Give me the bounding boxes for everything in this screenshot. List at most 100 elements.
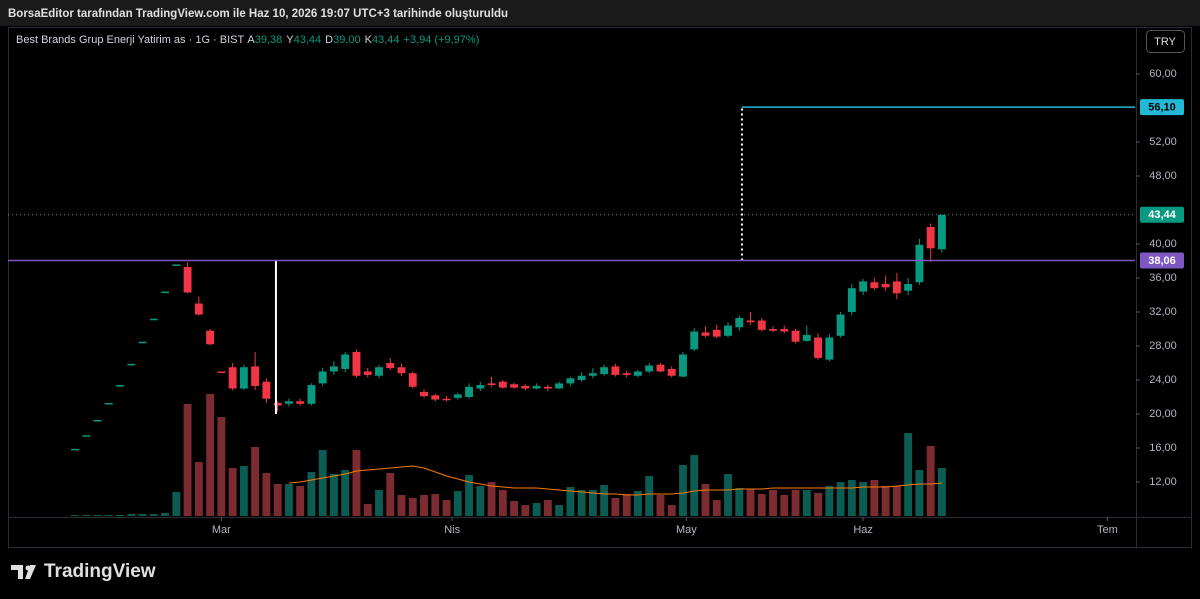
volume-bar xyxy=(104,515,113,516)
currency-label[interactable]: TRY xyxy=(1154,36,1176,48)
volume-bar xyxy=(476,486,485,516)
volume-bar xyxy=(307,472,316,516)
volume-bar xyxy=(543,500,552,516)
candle-body xyxy=(217,371,226,373)
volume-bar xyxy=(937,468,946,516)
volume-bar xyxy=(780,495,789,516)
candle-body xyxy=(543,386,552,389)
candle-body xyxy=(746,320,755,323)
candle-body xyxy=(104,402,113,405)
volume-bar xyxy=(498,490,507,516)
y-tick-label: 20,00 xyxy=(1149,408,1177,420)
candle-body xyxy=(859,281,868,292)
candle-body xyxy=(408,373,417,387)
y-tick-label: 52,00 xyxy=(1149,136,1177,148)
candle-body xyxy=(679,354,687,377)
currency-button[interactable] xyxy=(1146,30,1185,53)
volume-bar xyxy=(82,515,91,516)
ohlc-value: 43,44 xyxy=(372,34,400,46)
candle-body xyxy=(194,303,203,315)
candle-body xyxy=(735,317,744,328)
candle-body xyxy=(633,371,642,376)
candle-body xyxy=(363,371,372,375)
y-tick-label: 32,00 xyxy=(1149,306,1177,318)
volume-bar xyxy=(577,490,586,516)
volume-bar xyxy=(791,490,800,516)
volume-bar xyxy=(71,515,79,516)
volume-bar xyxy=(284,484,293,516)
volume-bar xyxy=(375,490,383,516)
volume-bar xyxy=(566,487,575,516)
volume-bar xyxy=(172,492,181,516)
ohlc-key: A xyxy=(247,34,255,46)
candle-body xyxy=(82,435,91,437)
volume-bar xyxy=(239,466,248,516)
price-tag-label: 56,10 xyxy=(1148,102,1176,114)
tradingview-logo: TradingView xyxy=(11,561,156,582)
volume-bar xyxy=(273,484,282,516)
candle-body xyxy=(239,367,248,389)
top-bar xyxy=(0,0,1200,26)
candle-body xyxy=(183,266,192,293)
price-tag xyxy=(1140,99,1184,116)
candle-body xyxy=(926,226,935,249)
candle-body xyxy=(712,329,721,337)
y-tick-label: 12,00 xyxy=(1149,476,1177,488)
volume-bar xyxy=(487,482,496,516)
volume-bar xyxy=(588,490,597,516)
candle-body xyxy=(521,385,530,389)
x-tick-label: May xyxy=(676,524,697,536)
y-tick-label: 48,00 xyxy=(1149,170,1177,182)
candle-body xyxy=(814,337,823,358)
candle-body xyxy=(341,354,350,369)
change-value: +3,94 (+9,97%) xyxy=(404,34,480,46)
candle-body xyxy=(127,363,136,366)
chart-frame xyxy=(8,27,1192,548)
ohlc-value: 39,38 xyxy=(255,34,283,46)
volume-bar xyxy=(701,484,710,516)
candle-body xyxy=(93,419,102,422)
volume-ma-line xyxy=(288,465,942,496)
candle-body xyxy=(352,351,361,376)
candle-body xyxy=(600,367,609,375)
candle-body xyxy=(262,381,271,399)
candle-body xyxy=(847,288,856,312)
volume-bar xyxy=(521,505,530,516)
volume-bar xyxy=(690,455,699,516)
candle-body xyxy=(498,381,507,388)
volume-bar xyxy=(735,488,744,516)
volume-bar xyxy=(341,470,350,516)
volume-bar xyxy=(318,450,327,516)
volume-bar xyxy=(881,486,890,516)
candle-body xyxy=(420,391,428,397)
volume-bar xyxy=(769,490,777,516)
candle-body xyxy=(690,331,699,350)
candle-body xyxy=(667,368,676,376)
volume-bar xyxy=(251,447,260,516)
volume-bar xyxy=(330,474,338,516)
candle-body xyxy=(116,385,124,387)
candle-body xyxy=(228,367,237,389)
candle-body xyxy=(892,281,901,294)
candle-body xyxy=(375,367,383,376)
volume-bar xyxy=(93,515,102,516)
volume-bar xyxy=(847,480,856,516)
candle-body xyxy=(622,373,631,375)
volume-bar xyxy=(836,482,845,516)
x-tick-label: Haz xyxy=(853,524,873,536)
candle-body xyxy=(330,366,338,372)
ohlc-key: D xyxy=(325,34,333,46)
symbol-legend: Best Brands Grup Enerji Yatirim as · 1G … xyxy=(16,34,479,46)
volume-bar xyxy=(825,486,834,516)
candle-body xyxy=(397,367,406,374)
top-bar-title: BorsaEditor tarafından TradingView.com i… xyxy=(8,8,508,20)
candle-body xyxy=(937,214,946,250)
candle-body xyxy=(611,366,620,375)
volume-bar xyxy=(915,470,924,516)
volume-bar xyxy=(600,485,609,516)
candle-body xyxy=(161,291,169,294)
y-tick-label: 16,00 xyxy=(1149,442,1177,454)
volume-bar xyxy=(206,394,215,516)
ohlc-value: 39,00 xyxy=(333,34,361,46)
